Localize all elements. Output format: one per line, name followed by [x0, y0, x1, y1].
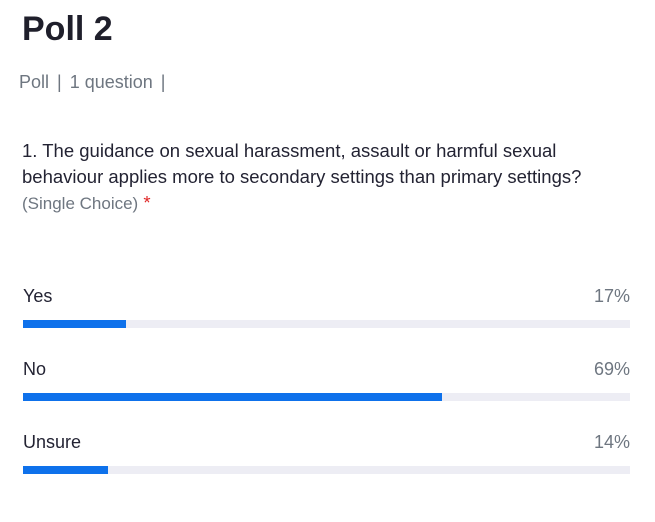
option-percent: 17%	[593, 286, 630, 306]
result-bar	[23, 466, 630, 474]
page-title: Poll 2	[22, 10, 113, 48]
required-marker: *	[143, 192, 151, 213]
question-count: 1 question	[69, 72, 153, 92]
option-percent: 69%	[593, 359, 630, 379]
option-label: No	[23, 359, 47, 379]
option-unsure: Unsure 14%	[23, 432, 630, 474]
question-kind: (Single Choice)	[22, 194, 139, 213]
question: 1. The guidance on sexual harassment, as…	[22, 138, 642, 217]
divider: |	[160, 72, 166, 92]
result-bar	[23, 320, 630, 328]
option-yes: Yes 17%	[23, 286, 630, 328]
option-label: Unsure	[23, 432, 82, 452]
option-no: No 69%	[23, 359, 630, 401]
poll-type: Poll	[19, 72, 50, 92]
divider: |	[57, 72, 62, 92]
question-text: 1. The guidance on sexual harassment, as…	[22, 140, 582, 187]
option-percent: 14%	[593, 432, 630, 452]
poll-meta: Poll | 1 question |	[19, 72, 173, 93]
result-bar-fill	[23, 466, 108, 474]
result-bar	[23, 393, 630, 401]
result-bar-fill	[23, 320, 127, 328]
result-bar-fill	[23, 393, 442, 401]
option-label: Yes	[23, 286, 53, 306]
